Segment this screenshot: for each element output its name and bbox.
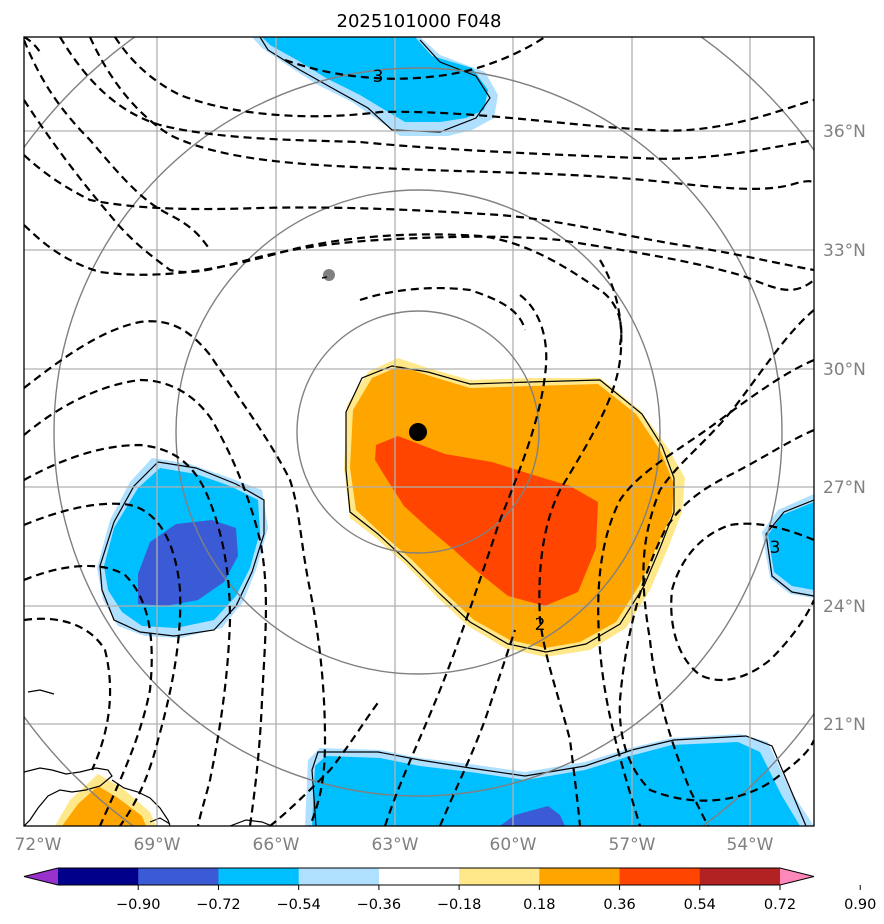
- longitude-labels: 72°W 69°W 66°W 63°W 60°W 57°W 54°W: [15, 835, 774, 855]
- contour-label-south: 2: [535, 615, 546, 635]
- lat-label-36: 36°N: [823, 122, 866, 142]
- contour-label-east: 3: [770, 538, 781, 558]
- shade-north-skyblue: [262, 37, 488, 122]
- lat-label-24: 24°N: [823, 597, 866, 617]
- shade-south-skyblue: [312, 742, 800, 826]
- secondary-center-marker: [323, 269, 335, 281]
- colorbar-segment: [539, 868, 621, 885]
- contour-labels: 3 3 2: [373, 67, 781, 635]
- coastlines: [24, 689, 273, 826]
- lon-label-66: 66°W: [253, 835, 300, 855]
- colorbar-tick-label: −0.36: [357, 897, 401, 913]
- contour-label-north: 3: [373, 67, 384, 87]
- colorbar-tick-label: 0.36: [603, 897, 635, 913]
- shade-east-skyblue: [768, 502, 814, 590]
- lon-label-72: 72°W: [15, 835, 62, 855]
- graticule: [24, 37, 814, 826]
- colorbar-segment: [378, 868, 460, 885]
- colorbar-tick-label: −0.54: [276, 897, 320, 913]
- latitude-labels: 36°N 33°N 30°N 27°N 24°N 21°N: [823, 122, 866, 735]
- lat-label-30: 30°N: [823, 360, 866, 380]
- colorbar-tick-label: 0.54: [684, 897, 716, 913]
- lat-label-33: 33°N: [823, 241, 866, 261]
- lon-label-54: 54°W: [727, 835, 774, 855]
- lon-label-69: 69°W: [134, 835, 181, 855]
- shade-south-royalblue: [500, 806, 565, 826]
- colorbar-extend-high: [780, 868, 814, 885]
- colorbar-tick-label: 0.18: [523, 897, 555, 913]
- shade-west-royalblue: [138, 520, 238, 606]
- shaded-field: [55, 37, 814, 826]
- figure-title: 2025101000 F048: [337, 11, 502, 32]
- colorbar-ticks: −0.90 −0.72 −0.54 −0.36 −0.18 0.18 0.36 0.54 0.7…: [116, 885, 876, 913]
- lon-label-57: 57°W: [609, 835, 656, 855]
- colorbar: −0.90 −0.72 −0.54 −0.36 −0.18 0.18 0.36 0.54 0.7…: [23, 867, 876, 913]
- lon-label-63: 63°W: [372, 835, 419, 855]
- colorbar-tick-label: −0.18: [437, 897, 481, 913]
- colorbar-segment: [58, 868, 139, 885]
- colorbar-segment: [699, 868, 781, 885]
- colorbar-segment: [459, 868, 540, 885]
- lon-label-60: 60°W: [490, 835, 537, 855]
- colorbar-outline: [23, 867, 815, 886]
- colorbar-tick-label: −0.90: [116, 897, 160, 913]
- secondary-marker-tick: [321, 276, 328, 279]
- colorbar-tick-label: −0.72: [196, 897, 240, 913]
- shade-sw-orange: [62, 786, 146, 826]
- colorbar-extend-low: [24, 868, 58, 885]
- colorbar-segment: [218, 868, 300, 885]
- colorbar-segments: [23, 867, 815, 886]
- map-frame: [23, 36, 815, 827]
- shade-central-red: [375, 436, 598, 606]
- colorbar-tick-label: 0.90: [844, 897, 876, 913]
- colorbar-segment: [619, 868, 701, 885]
- lat-label-21: 21°N: [823, 715, 866, 735]
- lat-label-27: 27°N: [823, 478, 866, 498]
- dashed-contours: [24, 37, 814, 826]
- storm-center-marker: [409, 423, 427, 441]
- colorbar-segment: [298, 868, 380, 885]
- colorbar-segment: [138, 868, 219, 885]
- colorbar-tick-label: 0.72: [764, 897, 796, 913]
